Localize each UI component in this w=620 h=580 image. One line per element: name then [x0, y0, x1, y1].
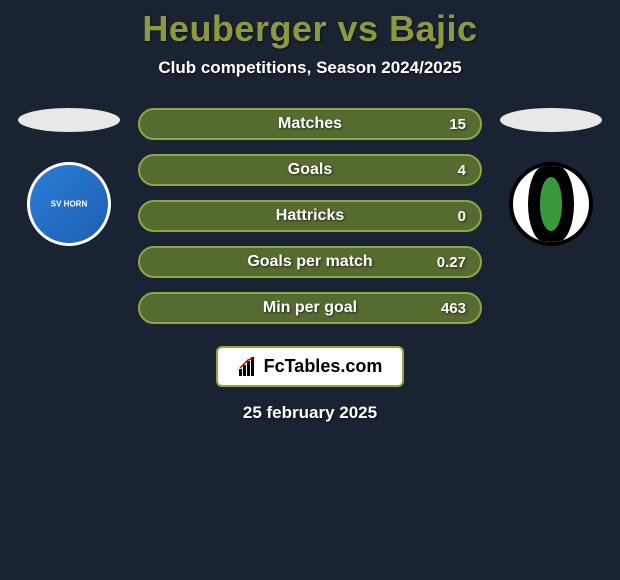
stat-right-value: 0.27 — [426, 254, 466, 271]
brand-box[interactable]: FcTables.com — [216, 346, 405, 387]
left-team-column — [18, 108, 120, 246]
stat-label: Min per goal — [263, 299, 357, 317]
stat-row: Matches 15 — [138, 108, 482, 140]
left-team-badge — [27, 162, 111, 246]
right-team-badge — [509, 162, 593, 246]
stat-label: Goals — [288, 161, 332, 179]
stat-row: Goals per match 0.27 — [138, 246, 482, 278]
stat-label: Matches — [278, 115, 342, 133]
stat-row: Goals 4 — [138, 154, 482, 186]
stat-label: Goals per match — [247, 253, 372, 271]
stats-list: Matches 15 Goals 4 Hattricks 0 Goals per… — [138, 108, 482, 324]
subtitle: Club competitions, Season 2024/2025 — [0, 58, 620, 78]
right-team-column — [500, 108, 602, 246]
stat-right-value: 4 — [426, 162, 466, 179]
stat-row: Min per goal 463 — [138, 292, 482, 324]
page-title: Heuberger vs Bajic — [0, 8, 620, 50]
comparison-content: Matches 15 Goals 4 Hattricks 0 Goals per… — [0, 108, 620, 324]
right-ellipse-placeholder — [500, 108, 602, 132]
left-ellipse-placeholder — [18, 108, 120, 132]
stat-right-value: 15 — [426, 116, 466, 133]
stat-right-value: 0 — [426, 208, 466, 225]
brand-text: FcTables.com — [264, 356, 383, 377]
date-text: 25 february 2025 — [243, 403, 377, 423]
stat-right-value: 463 — [426, 300, 466, 317]
stat-label: Hattricks — [276, 207, 344, 225]
chart-icon — [238, 357, 258, 377]
stat-row: Hattricks 0 — [138, 200, 482, 232]
footer: FcTables.com 25 february 2025 — [0, 346, 620, 423]
